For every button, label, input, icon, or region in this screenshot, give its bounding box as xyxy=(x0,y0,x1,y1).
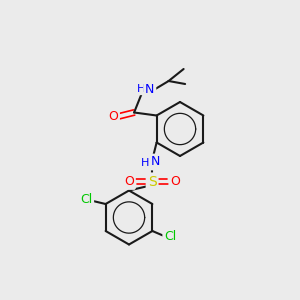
Text: N: N xyxy=(145,83,154,96)
Text: O: O xyxy=(170,175,180,188)
Text: O: O xyxy=(124,175,134,188)
Text: O: O xyxy=(108,110,118,124)
Text: H: H xyxy=(136,83,145,94)
Text: N: N xyxy=(151,155,160,169)
Text: S: S xyxy=(148,175,157,188)
Text: Cl: Cl xyxy=(164,230,176,244)
Text: Cl: Cl xyxy=(80,193,92,206)
Text: H: H xyxy=(140,158,149,168)
